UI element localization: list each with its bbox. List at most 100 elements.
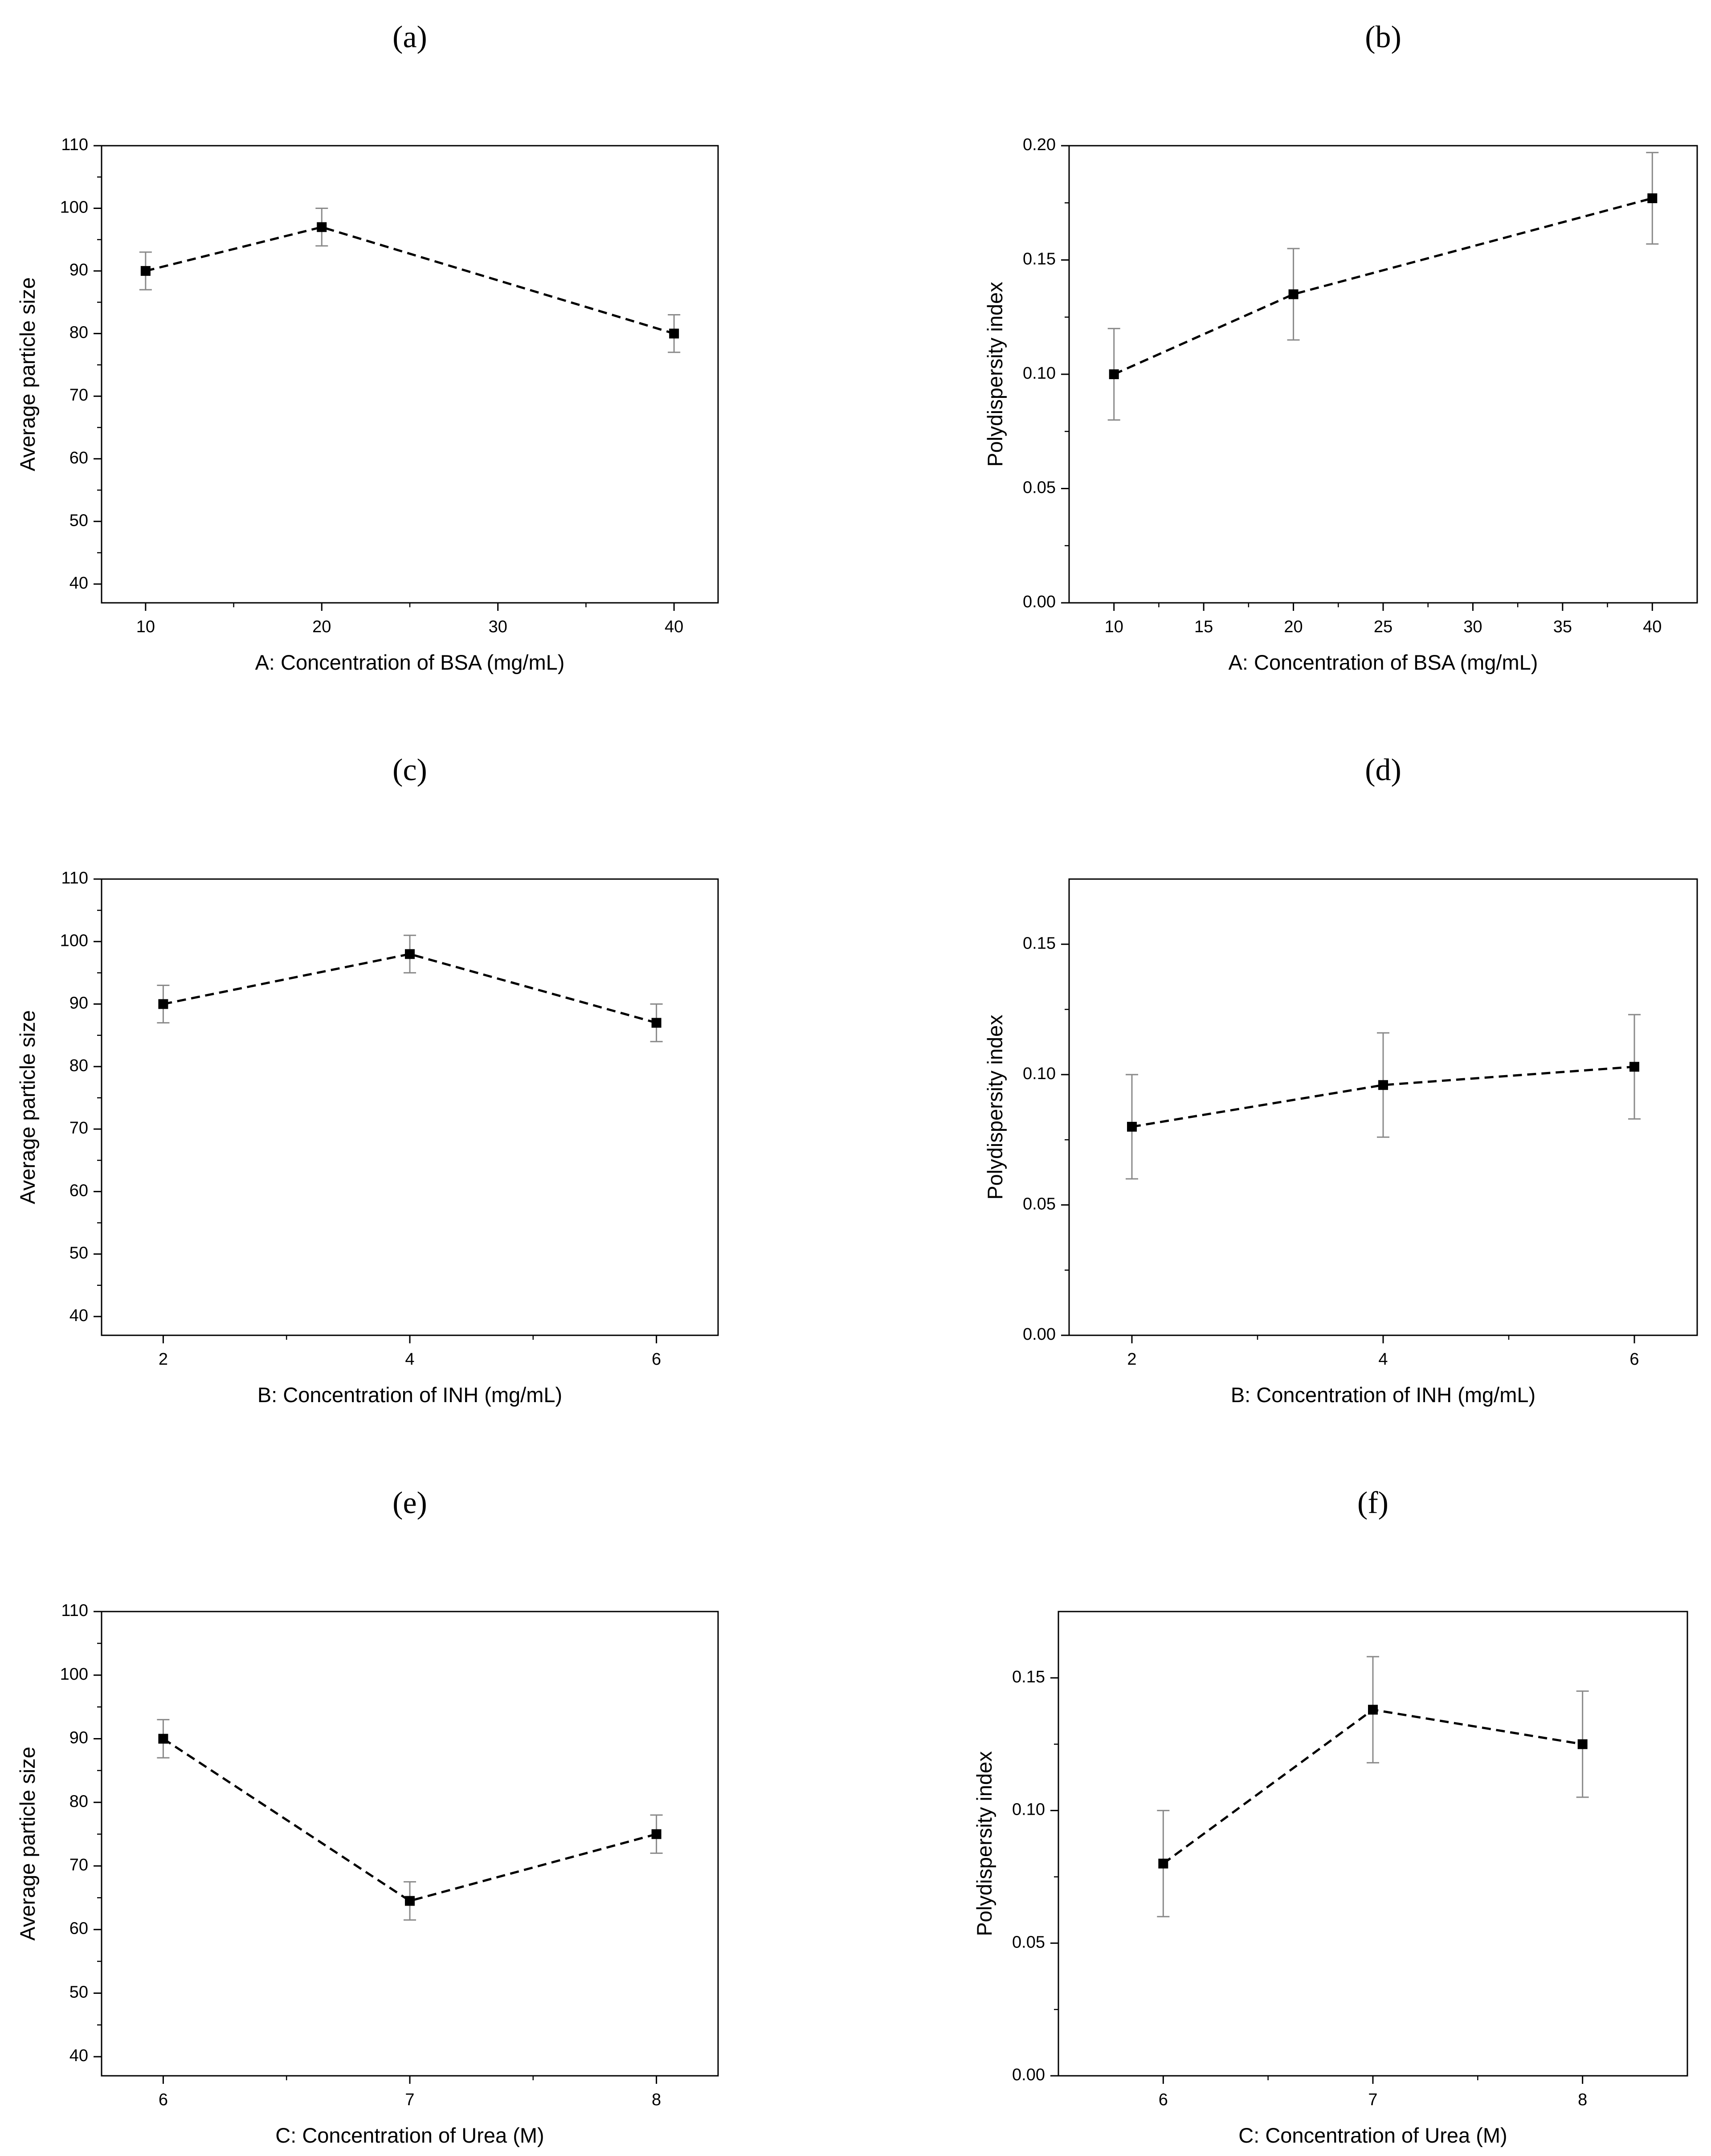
panel-e-ylabel: Average particle size <box>16 1747 39 1940</box>
panel-b-xlabel: A: Concentration of BSA (mg/mL) <box>1229 650 1538 674</box>
panel-f-label: (f) <box>1357 1486 1388 1520</box>
panel-a-ytick-label: 70 <box>69 386 88 405</box>
panel-b-xtick-label: 30 <box>1463 618 1482 636</box>
panel-a-xtick-label: 10 <box>136 618 155 636</box>
panel-b-ylabel: Polydispersity index <box>983 282 1007 466</box>
panel-c-ytick-label: 40 <box>69 1306 88 1325</box>
panel-b-xtick-label: 40 <box>1643 618 1662 636</box>
panel-a-ylabel: Average particle size <box>16 277 39 471</box>
panel-c-ytick-label: 110 <box>61 869 88 888</box>
panel-d-ytick-label: 0.15 <box>1023 934 1056 953</box>
panel-a-data-point <box>140 266 151 276</box>
panel-b-data-point <box>1288 289 1299 299</box>
panel-f-ylabel: Polydispersity index <box>972 1751 996 1936</box>
panel-e-label: (e) <box>392 1486 427 1520</box>
panel-e-xtick-label: 7 <box>405 2091 414 2109</box>
panel-f-ytick-label: 0.15 <box>1012 1668 1045 1686</box>
panel-d-xtick-label: 2 <box>1127 1350 1136 1369</box>
panel-e-ytick-label: 50 <box>69 1983 88 2001</box>
panel-a-xlabel: A: Concentration of BSA (mg/mL) <box>255 650 565 674</box>
panel-c-label: (c) <box>392 753 427 787</box>
panel-c-xtick-label: 4 <box>405 1350 414 1369</box>
panel-a-ytick-label: 80 <box>69 323 88 342</box>
panel-d-label: (d) <box>1365 753 1401 787</box>
panel-c-ylabel: Average particle size <box>16 1010 39 1204</box>
panel-a-data-point <box>317 222 327 232</box>
panel-f-xtick-label: 7 <box>1368 2091 1377 2109</box>
panel-e-ytick-label: 60 <box>69 1919 88 1938</box>
panel-a-ytick-label: 50 <box>69 511 88 530</box>
panel-f-ytick-label: 0.05 <box>1012 1933 1045 1951</box>
panel-d-data-point <box>1127 1121 1137 1132</box>
panel-c-ytick-label: 100 <box>60 931 88 950</box>
panel-e-plot-frame <box>101 1611 719 2077</box>
panel-a-plot-frame <box>101 145 719 604</box>
panel-f-data-point <box>1368 1705 1378 1715</box>
panel-e-data-point <box>651 1829 662 1839</box>
panel-b-ytick-label: 0.15 <box>1023 250 1056 269</box>
panel-c-data-point <box>651 1018 662 1028</box>
panel-b-data-point <box>1647 193 1658 203</box>
panel-a-ytick-label: 110 <box>61 135 88 154</box>
panel-d-xtick-label: 4 <box>1378 1350 1388 1369</box>
panel-b-ytick-label: 0.20 <box>1023 135 1056 154</box>
panel-b-xtick-label: 10 <box>1105 618 1123 636</box>
panel-a-ytick-label: 60 <box>69 449 88 467</box>
panel-a-xtick-label: 40 <box>665 618 683 636</box>
panel-b-ytick-label: 0.10 <box>1023 364 1056 383</box>
panel-d-xlabel: B: Concentration of INH (mg/mL) <box>1231 1383 1535 1407</box>
panel-a-label: (a) <box>392 20 427 54</box>
panel-c-ytick-label: 50 <box>69 1244 88 1263</box>
panel-b-plot-frame <box>1068 145 1698 604</box>
panel-d-xtick-label: 6 <box>1629 1350 1639 1369</box>
panel-e-xtick-label: 8 <box>652 2091 661 2109</box>
panel-b-xtick-label: 20 <box>1284 618 1303 636</box>
panel-e-ytick-label: 90 <box>69 1729 88 1747</box>
panel-e-ytick-label: 80 <box>69 1792 88 1811</box>
panel-c-series-line <box>163 953 657 1024</box>
panel-c-ytick-label: 60 <box>69 1181 88 1200</box>
panel-b-ytick-label: 0.00 <box>1023 593 1056 611</box>
panel-b-ytick-label: 0.05 <box>1023 479 1056 497</box>
panel-c-data-point <box>158 999 168 1009</box>
panel-c-ytick-label: 80 <box>69 1056 88 1075</box>
panel-b-data-point <box>1109 369 1119 379</box>
panel-e-series-line <box>163 1738 657 1902</box>
panel-f-xtick-label: 6 <box>1159 2091 1168 2109</box>
panel-b-xtick-label: 15 <box>1194 618 1213 636</box>
panel-a-xtick-label: 30 <box>489 618 507 636</box>
panel-e-ytick-label: 110 <box>61 1601 88 1620</box>
panel-c-data-point <box>405 949 415 959</box>
panel-e-ytick-label: 100 <box>60 1665 88 1684</box>
panel-e-ytick-label: 70 <box>69 1856 88 1874</box>
panel-d-ylabel: Polydispersity index <box>983 1015 1007 1199</box>
panel-a-ytick-label: 40 <box>69 574 88 593</box>
panel-f-ytick-label: 0.10 <box>1012 1800 1045 1819</box>
panel-c-ytick-label: 90 <box>69 994 88 1013</box>
panel-b-label: (b) <box>1365 20 1401 54</box>
panel-f-xtick-label: 8 <box>1578 2091 1587 2109</box>
panel-f-xlabel: C: Concentration of Urea (M) <box>1238 2123 1507 2147</box>
panel-e-data-point <box>405 1896 415 1906</box>
panel-b-xtick-label: 25 <box>1374 618 1392 636</box>
panel-d-data-point <box>1629 1062 1639 1072</box>
panel-f-data-point <box>1158 1858 1168 1869</box>
panel-e-xtick-label: 6 <box>159 2091 168 2109</box>
panel-c-xlabel: B: Concentration of INH (mg/mL) <box>257 1383 562 1407</box>
panel-c-ytick-label: 70 <box>69 1119 88 1137</box>
panel-f-ytick-label: 0.00 <box>1012 2066 1045 2084</box>
panel-b-series-line <box>1113 197 1653 376</box>
panel-a-ytick-label: 90 <box>69 261 88 279</box>
panel-e-data-point <box>158 1734 168 1744</box>
panel-d-ytick-label: 0.05 <box>1023 1195 1056 1213</box>
panel-d-ytick-label: 0.10 <box>1023 1064 1056 1083</box>
panel-a-ytick-label: 100 <box>60 198 88 217</box>
panel-a-series-line <box>145 226 674 335</box>
panel-f-data-point <box>1577 1739 1588 1749</box>
panel-d-ytick-label: 0.00 <box>1023 1325 1056 1344</box>
panel-c-xtick-label: 2 <box>159 1350 168 1369</box>
panel-a-data-point <box>669 328 679 339</box>
panel-b-xtick-label: 35 <box>1553 618 1572 636</box>
